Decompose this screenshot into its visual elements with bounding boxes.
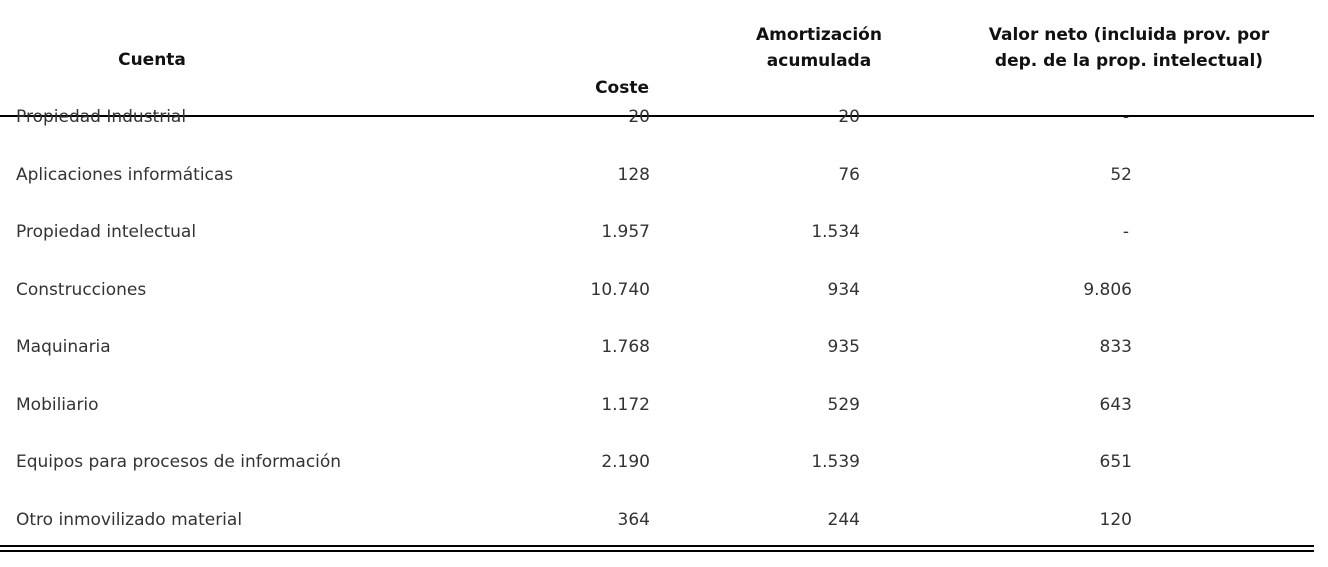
- cell-valor-neto: 651: [1099, 452, 1132, 472]
- cell-cuenta: Propiedad intelectual: [16, 222, 197, 242]
- cell-cuenta: Maquinaria: [16, 337, 111, 357]
- cell-cuenta: Aplicaciones informáticas: [16, 164, 234, 185]
- header-coste: Coste: [595, 78, 649, 98]
- cell-cuenta: Construcciones: [16, 279, 147, 300]
- cell-cuenta: Otro inmovilizado material: [16, 509, 243, 530]
- cell-amortizacion: 244: [827, 509, 860, 530]
- cell-cuenta: Propiedad Industrial: [16, 107, 187, 127]
- table-row: Equipos para procesos de información 2.19…: [0, 433, 1314, 491]
- table-row: Maquinaria 1.768 935 833: [0, 318, 1314, 376]
- header-valor-neto-line-1: Valor neto (incluida prov. por: [988, 25, 1270, 45]
- header-amortizacion-line-2: acumulada: [766, 51, 872, 71]
- table-row: Aplicaciones informáticas 128 76 52: [0, 146, 1314, 204]
- cell-valor-neto: -: [1122, 222, 1130, 242]
- cell-amortizacion: 1.534: [811, 222, 860, 242]
- cell-coste: 128: [617, 164, 650, 185]
- cell-amortizacion: 934: [827, 279, 860, 300]
- cell-coste: 1.957: [601, 222, 650, 242]
- table-row: Otro inmovilizado material 364 244 120: [0, 491, 1314, 549]
- cell-coste: 364: [617, 509, 650, 530]
- cell-amortizacion: 1.539: [811, 452, 860, 472]
- header-amortizacion: Amortización acumulada: [756, 22, 882, 74]
- cell-coste: 1.768: [601, 337, 650, 357]
- cell-valor-neto: 9.806: [1083, 279, 1132, 300]
- cell-coste: 1.172: [601, 394, 650, 415]
- cell-valor-neto: 120: [1099, 509, 1132, 530]
- header-valor-neto-line-2: dep. de la prop. intelectual): [994, 51, 1264, 71]
- footer-rule-bottom: [0, 550, 1314, 552]
- cell-valor-neto: 52: [1110, 164, 1132, 185]
- cell-cuenta: Equipos para procesos de información: [16, 452, 342, 472]
- table-row: Propiedad Industrial 20 20 -: [0, 88, 1314, 146]
- cell-cuenta: Mobiliario: [16, 394, 99, 415]
- cell-amortizacion: 935: [827, 337, 860, 357]
- header-valor-neto: Valor neto (incluida prov. por dep. de l…: [989, 22, 1270, 74]
- cell-amortizacion: 529: [827, 394, 860, 415]
- header-cuenta: Cuenta: [118, 50, 186, 70]
- header-rule: [0, 115, 1314, 117]
- table-row: Construcciones 10.740 934 9.806: [0, 261, 1314, 319]
- cell-amortizacion: 76: [838, 164, 860, 185]
- cell-valor-neto: 833: [1099, 337, 1132, 357]
- header-amortizacion-line-1: Amortización: [756, 25, 882, 45]
- cell-valor-neto: 643: [1099, 394, 1132, 415]
- footer-rule-top: [0, 545, 1314, 547]
- cell-amortizacion: 20: [838, 107, 860, 127]
- cell-coste: 2.190: [601, 452, 650, 472]
- cell-coste: 10.740: [590, 279, 650, 300]
- table-row: Propiedad intelectual 1.957 1.534 -: [0, 203, 1314, 261]
- table-row: Mobiliario 1.172 529 643: [0, 376, 1314, 434]
- cell-coste: 20: [628, 107, 650, 127]
- cell-valor-neto: -: [1122, 107, 1130, 127]
